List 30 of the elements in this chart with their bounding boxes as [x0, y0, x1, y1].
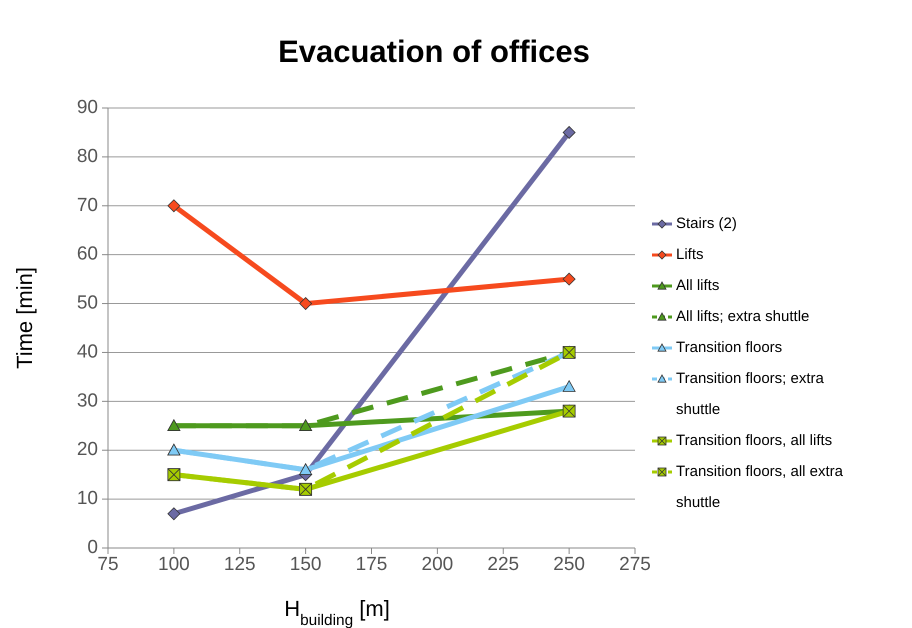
y-tick-label: 30 [76, 390, 98, 412]
x-tick-label: 100 [158, 554, 190, 575]
x-tick-label: 275 [619, 554, 651, 575]
legend-label: Transition floors, all extra shuttle [676, 462, 844, 511]
y-tick-label: 60 [76, 244, 98, 265]
x-tick-label: 150 [290, 554, 322, 575]
chart-title: Evacuation of offices [278, 34, 590, 69]
y-tick-label: 70 [76, 194, 98, 216]
y-tick-label: 90 [76, 97, 98, 118]
y-tick-label: 50 [76, 292, 98, 314]
y-axis-title: Time [min] [12, 267, 37, 369]
x-tick-label: 225 [487, 554, 520, 575]
x-tick-label: 75 [97, 554, 119, 575]
x-tick-label: 175 [356, 554, 388, 575]
legend-label: Stairs (2) [676, 214, 737, 232]
x-axis-title: H$_{building}$ [m] [284, 596, 390, 628]
x-tick-label: 200 [422, 554, 454, 575]
legend-label: Lifts [676, 246, 704, 263]
y-tick-label: 20 [76, 439, 98, 460]
legend-label: All lifts; extra shuttle [676, 308, 810, 325]
legend-label: Transition floors [676, 338, 782, 356]
legend-label: All lifts [676, 276, 720, 294]
y-tick-label: 80 [76, 146, 98, 167]
x-tick-label: 125 [224, 554, 256, 575]
y-tick-label: 40 [76, 341, 98, 362]
x-tick-label: 250 [553, 554, 585, 575]
legend-label: Transition floors, all lifts [676, 432, 832, 449]
y-tick-label: 0 [87, 537, 98, 558]
y-tick-label: 10 [76, 488, 98, 510]
legend-label: Transition floors; extra shuttle [676, 370, 824, 418]
